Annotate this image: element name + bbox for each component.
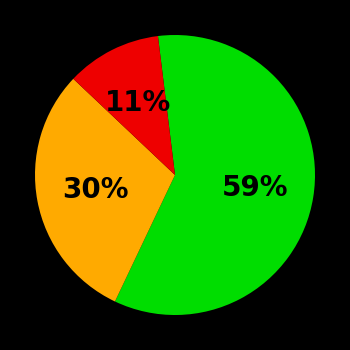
Text: 30%: 30% <box>62 176 128 204</box>
Wedge shape <box>35 79 175 301</box>
Wedge shape <box>115 35 315 315</box>
Text: 59%: 59% <box>222 174 288 202</box>
Wedge shape <box>73 36 175 175</box>
Text: 11%: 11% <box>105 89 172 117</box>
